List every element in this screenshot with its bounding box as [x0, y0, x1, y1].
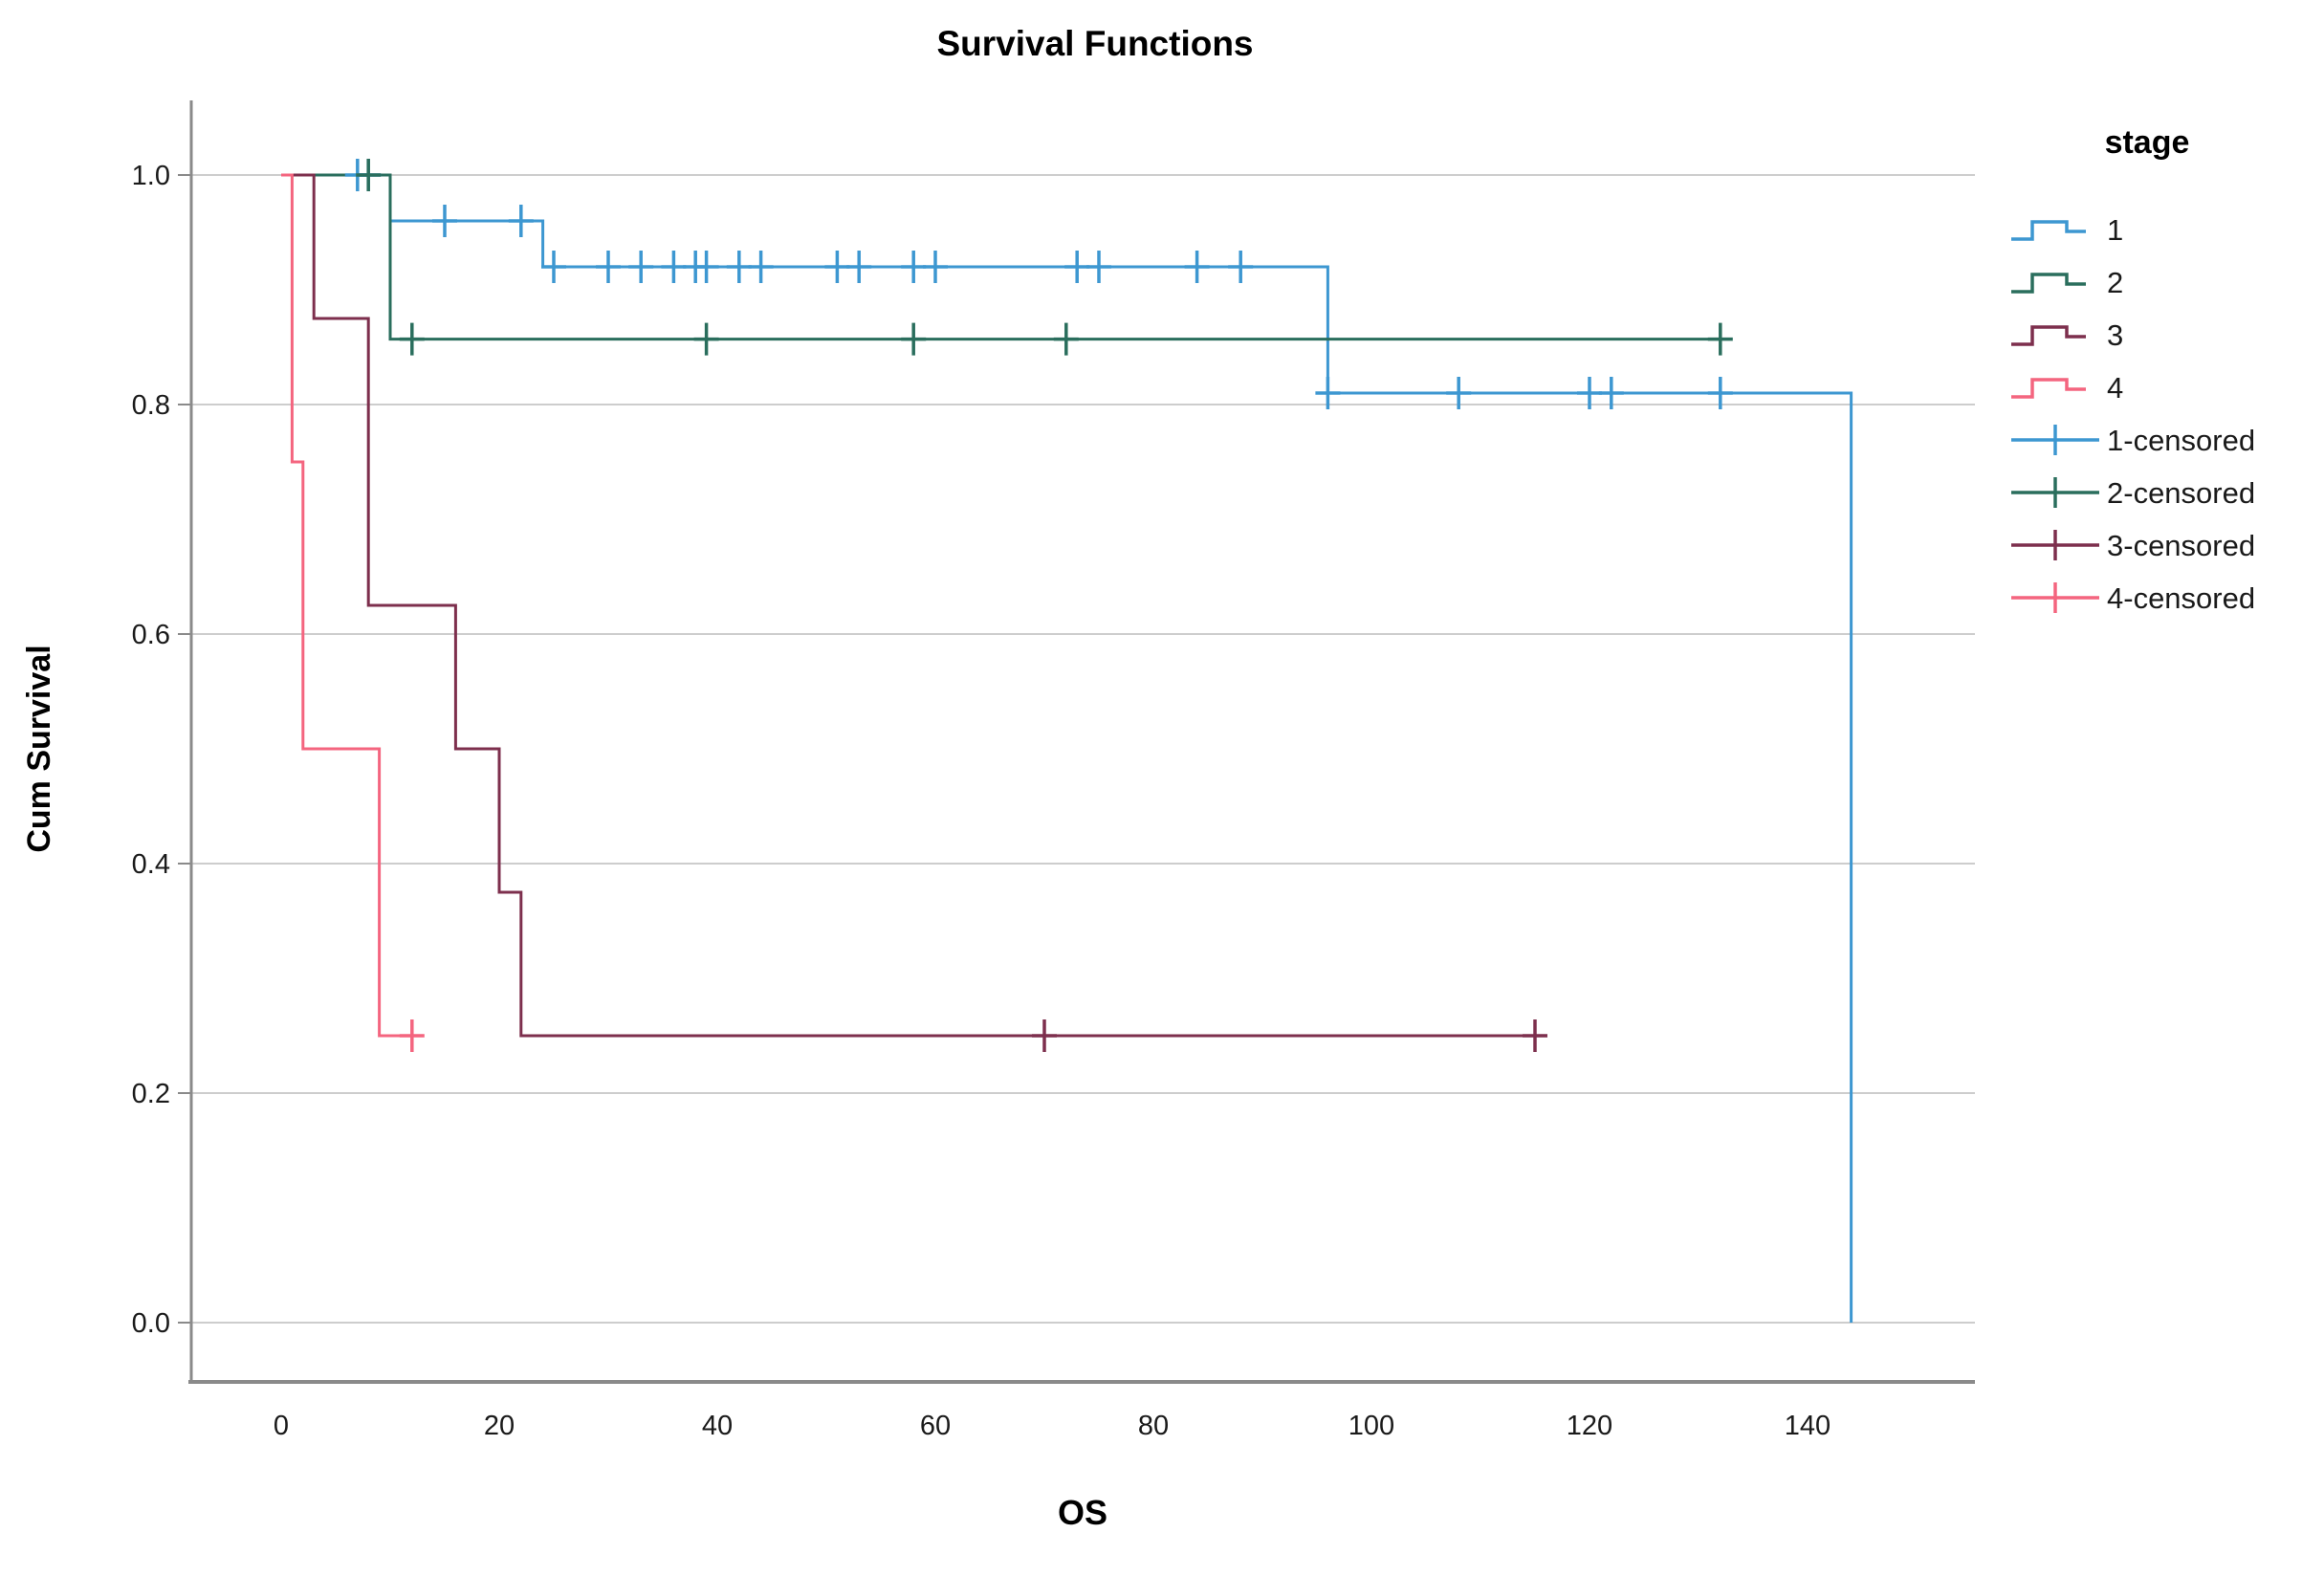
- legend-entry-4: 4: [2011, 371, 2123, 405]
- censor-mark-stage-1: [824, 251, 850, 283]
- censor-mark-stage-2: [1707, 322, 1733, 356]
- y-tick-label: 0.6: [132, 620, 170, 650]
- y-axis-title: Cum Survival: [21, 645, 57, 852]
- x-tick-label: 80: [1138, 1411, 1169, 1441]
- legend: stage 1 2 3 4 1-censored 2-censored 3-censored…: [2011, 124, 2255, 615]
- censor-mark-stage-1: [1446, 377, 1472, 409]
- censor-mark-stage-1: [901, 251, 927, 283]
- legend-entry-3-censored: 3-censored: [2011, 529, 2255, 562]
- legend-step-symbol: [2011, 325, 2086, 346]
- legend-entry-label: 1: [2107, 213, 2123, 247]
- x-tick-label: 120: [1567, 1411, 1612, 1441]
- censor-mark-stage-1: [726, 251, 752, 283]
- censor-mark-stage-1: [1064, 251, 1090, 283]
- legend-title: stage: [2105, 124, 2190, 161]
- censor-mark-stage-1: [1577, 377, 1602, 409]
- censor-mark-stage-1: [541, 251, 566, 283]
- y-tick-label: 0.0: [132, 1308, 170, 1339]
- censor-mark-stage-1: [1184, 251, 1210, 283]
- censor-mark-stage-3: [1523, 1019, 1547, 1052]
- gridlines: [191, 174, 1975, 1324]
- censor-mark-stage-1: [596, 251, 621, 283]
- censor-mark-stage-1: [1228, 251, 1254, 283]
- censor-mark-stage-1: [693, 251, 719, 283]
- censor-mark-stage-2: [901, 322, 927, 356]
- censor-mark-stage-2: [693, 322, 719, 356]
- censor-mark-stage-1: [1598, 377, 1624, 409]
- x-tick-label: 0: [274, 1411, 289, 1441]
- y-tick-label: 0.4: [132, 849, 170, 880]
- legend-entry-1: 1: [2011, 213, 2123, 247]
- x-tick-label: 60: [920, 1411, 951, 1441]
- x-tick-label: 40: [702, 1411, 733, 1441]
- legend-entry-label: 4-censored: [2107, 581, 2255, 615]
- legend-entry-label: 2: [2107, 266, 2123, 299]
- survival-curve-stage-2: [281, 173, 1721, 341]
- legend-entry-2-censored: 2-censored: [2011, 476, 2255, 510]
- tick-labels: 0.0 0.2 0.4 0.6 0.8 1.0 0 20 40 60 80 100 120 140: [132, 161, 1831, 1441]
- chart-title: Survival Functions: [936, 24, 1253, 63]
- x-tick-label: 100: [1348, 1411, 1394, 1441]
- censor-mark-stage-2: [356, 159, 382, 191]
- x-tick-label: 140: [1785, 1411, 1831, 1441]
- x-tick-label: 20: [484, 1411, 515, 1441]
- censor-mark-stage-1: [1707, 377, 1733, 409]
- censor-mark-stage-1: [432, 205, 457, 237]
- y-tick-label: 1.0: [132, 161, 170, 191]
- censor-mark-stage-1: [923, 251, 948, 283]
- censor-mark-stage-4: [399, 1019, 425, 1052]
- legend-entry-label: 3: [2107, 318, 2123, 352]
- censor-mark-stage-2: [399, 322, 425, 356]
- legend-entry-3: 3: [2011, 318, 2123, 352]
- x-axis-title: OS: [1058, 1493, 1107, 1532]
- legend-entry-label: 3-censored: [2107, 529, 2255, 562]
- legend-entry-1-censored: 1-censored: [2011, 424, 2255, 457]
- legend-step-symbol: [2011, 378, 2086, 399]
- y-tick-label: 0.8: [132, 390, 170, 421]
- censor-marks: [344, 159, 1733, 1052]
- censor-mark-stage-1: [628, 251, 654, 283]
- censor-mark-stage-1: [661, 251, 687, 283]
- axes: [178, 100, 1975, 1384]
- survival-curve-stage-3: [281, 173, 1535, 1038]
- y-tick-label: 0.2: [132, 1079, 170, 1109]
- legend-entry-label: 2-censored: [2107, 476, 2255, 510]
- censor-mark-stage-2: [1053, 322, 1079, 356]
- censor-mark-stage-3: [1032, 1019, 1057, 1052]
- censor-mark-stage-1: [508, 205, 534, 237]
- legend-entry-2: 2: [2011, 266, 2123, 299]
- censor-mark-stage-1: [1086, 251, 1111, 283]
- legend-step-symbol: [2011, 220, 2086, 241]
- censor-mark-stage-1: [748, 251, 774, 283]
- legend-entry-4-censored: 4-censored: [2011, 581, 2255, 615]
- survival-curve-stage-4: [281, 173, 424, 1038]
- legend-step-symbol: [2011, 273, 2086, 294]
- legend-entry-label: 4: [2107, 371, 2123, 405]
- censor-mark-stage-1: [846, 251, 872, 283]
- legend-entries: 1 2 3 4 1-censored 2-censored 3-censored 4-cens…: [2011, 213, 2255, 615]
- legend-entry-label: 1-censored: [2107, 424, 2255, 457]
- censor-mark-stage-1: [1315, 377, 1341, 409]
